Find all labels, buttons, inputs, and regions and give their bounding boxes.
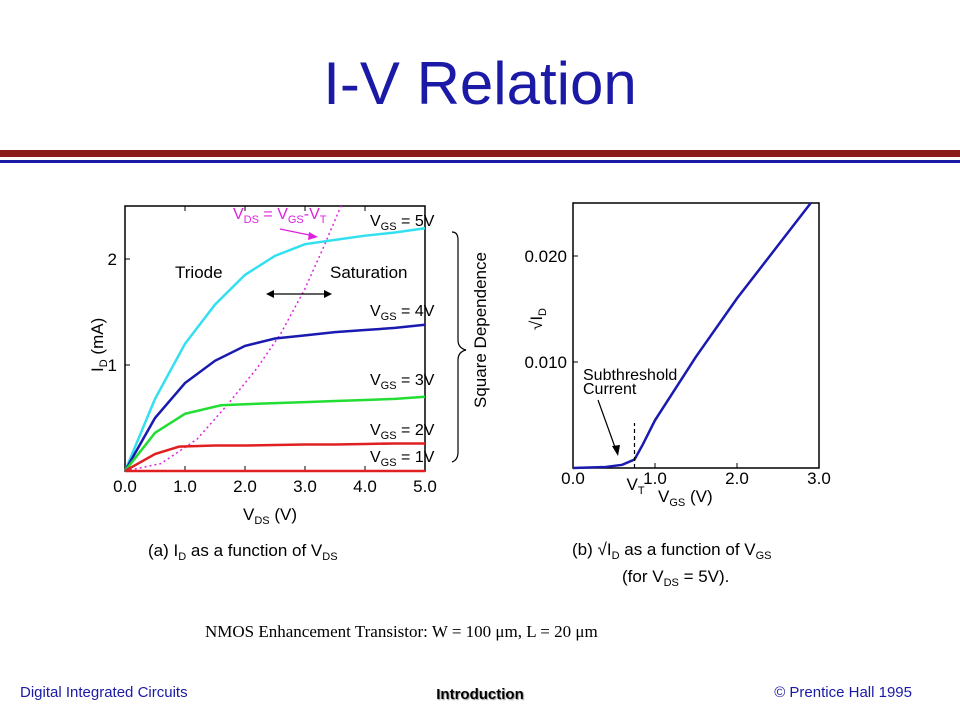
series-line-vgs-2v [124, 442, 425, 473]
title-rule-blue [0, 160, 960, 163]
square-dependence-label: Square Dependence [471, 252, 490, 408]
chart-a-ylabel: ID (mA) [88, 318, 110, 372]
chart-b-xlabel: VGS (V) [658, 487, 713, 509]
triode-label: Triode [175, 263, 223, 282]
vgs-2v-label: VGS = 2V [370, 422, 435, 442]
vgs-4v-label: VGS = 4V [370, 303, 435, 323]
subthreshold-label-2: Current [583, 381, 637, 398]
chart-a-caption: (a) ID as a function of VDS [148, 541, 338, 563]
chart-b-ytick-label: 0.020 [524, 247, 567, 266]
chart-b-frame [572, 202, 820, 469]
chart-b-xtick-label: 2.0 [725, 469, 749, 488]
footer-left: Digital Integrated Circuits [20, 684, 188, 701]
chart-a: 0.0 1.0 2.0 3.0 4.0 5.0 1 2 Triode Saturation V… [88, 205, 490, 563]
chart-b-caption-line2: (for VDS = 5V). [622, 567, 729, 589]
chart-a-xtick-label: 0.0 [113, 477, 137, 496]
vt-label: VT [627, 475, 645, 497]
chart-b-ticks: 0.0 1.0 2.0 3.0 0.010 0.020 [524, 247, 830, 488]
chart-a-xtick-label: 3.0 [293, 477, 317, 496]
vgs-5v-label: VGS = 5V [370, 213, 435, 233]
vgs-3v-label: VGS = 3V [370, 372, 435, 392]
series-line-vgs-4v [123, 323, 426, 472]
transistor-caption: NMOS Enhancement Transistor: W = 100 μm,… [205, 622, 598, 641]
vgs-1v-label: VGS = 1V [370, 449, 435, 469]
chart-b-ytick-label: 0.010 [524, 353, 567, 372]
chart-a-ytick-label: 2 [108, 250, 117, 269]
chart-a-xlabel: VDS (V) [243, 505, 297, 527]
boundary-label: VDS = VGS-VT [233, 206, 327, 226]
vgs-labels: VGS = 5V VGS = 4V VGS = 3V VGS = 2V VGS … [370, 213, 435, 469]
footer-right: © Prentice Hall 1995 [774, 684, 912, 701]
region-arrow [266, 290, 332, 298]
chart-b-xtick-label: 3.0 [807, 469, 831, 488]
saturation-boundary-line [124, 205, 342, 472]
chart-a-series [123, 227, 426, 473]
series-line-vgs-5v [123, 227, 426, 472]
series-line-vgs-3v [124, 395, 426, 472]
chart-a-ytick-label: 1 [108, 356, 117, 375]
chart-a-boundary [124, 205, 342, 472]
footer-center: Introduction [436, 686, 524, 703]
chart-b: 0.0 1.0 2.0 3.0 0.010 0.020 VT Subthreshold C… [524, 202, 831, 589]
subthreshold-arrow [597, 399, 620, 456]
title-rule-red [0, 150, 960, 157]
chart-b-xtick-label: 0.0 [561, 469, 585, 488]
chart-a-xtick-label: 4.0 [353, 477, 377, 496]
chart-b-series [572, 202, 812, 470]
page-title: I-V Relation [323, 50, 637, 117]
chart-a-xtick-label: 5.0 [413, 477, 437, 496]
subthreshold-label-1: Subthreshold [583, 367, 677, 384]
chart-b-ylabel: √ID [527, 308, 549, 330]
chart-b-caption: (b) √ID as a function of VGS [572, 540, 772, 562]
square-brace [451, 231, 467, 463]
boundary-arrow [279, 228, 318, 240]
vt-marker: VT [627, 423, 645, 497]
saturation-label: Saturation [330, 263, 408, 282]
chart-b-xtick-label: 1.0 [643, 469, 667, 488]
chart-a-xtick-label: 2.0 [233, 477, 257, 496]
series-line-sqrt-id [572, 202, 812, 470]
chart-a-xtick-label: 1.0 [173, 477, 197, 496]
